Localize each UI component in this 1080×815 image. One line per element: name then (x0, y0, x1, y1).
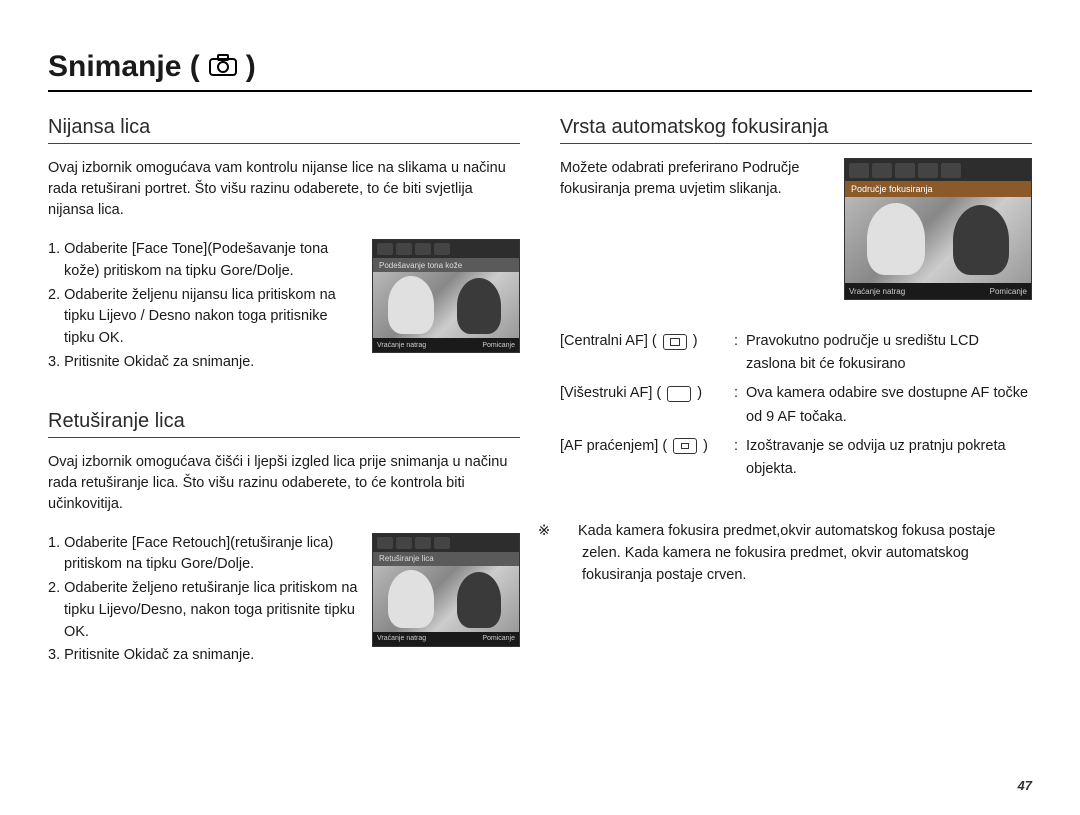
step: 1. Odaberite [Face Tone](Podešavanje ton… (48, 239, 358, 283)
thumb-label: Podešavanje tona kože (373, 258, 519, 272)
af-row-tracking: [AF praćenjem] ( ) Izoštravanje se odvij… (560, 435, 1032, 481)
thumb-label: Retuširanje lica (373, 552, 519, 566)
af-note: ※Kada kamera fokusira predmet,okvir auto… (560, 521, 1032, 586)
thumbnail-face-retouch: Retuširanje lica Vraćanje natrag Pomican… (372, 533, 520, 647)
tracking-af-icon (673, 438, 697, 454)
right-column: Vrsta automatskog fokusiranja Možete oda… (560, 116, 1032, 703)
af-label-text: [Višestruki AF] ( (560, 382, 661, 405)
thumb-move: Pomicanje (482, 635, 515, 642)
af-desc: Ova kamera odabire sve dostupne AF točke… (734, 382, 1032, 428)
left-column: Nijansa lica Ovaj izbornik omogućava vam… (48, 116, 520, 703)
section1-steps: 1. Odaberite [Face Tone](Podešavanje ton… (48, 239, 358, 376)
thumb-label: Područje fokusiranja (845, 181, 1031, 197)
multi-af-icon (667, 386, 691, 402)
center-af-icon (663, 334, 687, 350)
af-label-close: ) (693, 330, 698, 353)
af-row-central: [Centralni AF] ( ) Pravokutno područje u… (560, 330, 1032, 376)
step: 1. Odaberite [Face Retouch](retuširanje … (48, 533, 358, 577)
step: 2. Odaberite željenu nijansu lica pritis… (48, 285, 358, 350)
section-heading-retusiranje: Retuširanje lica (48, 410, 520, 438)
camera-icon (208, 53, 238, 81)
section2-steps: 1. Odaberite [Face Retouch](retuširanje … (48, 533, 358, 670)
title-text: Snimanje ( (48, 50, 200, 84)
note-mark: ※ (560, 521, 578, 543)
thumb-back: Vraćanje natrag (377, 342, 426, 349)
af-label-text: [Centralni AF] ( (560, 330, 657, 353)
af-desc: Pravokutno područje u središtu LCD zaslo… (734, 330, 1032, 376)
step: 3. Pritisnite Okidač za snimanje. (48, 352, 358, 374)
thumb-back: Vraćanje natrag (849, 287, 905, 296)
title-close: ) (246, 50, 256, 84)
af-desc: Izoštravanje se odvija uz pratnju pokret… (734, 435, 1032, 481)
page-title: Snimanje ( ) (48, 50, 1032, 92)
section1-intro: Ovaj izbornik omogućava vam kontrolu nij… (48, 158, 520, 221)
af-label-close: ) (703, 435, 708, 458)
section-heading-af: Vrsta automatskog fokusiranja (560, 116, 1032, 144)
note-text: Kada kamera fokusira predmet,okvir autom… (578, 523, 996, 583)
thumb-move: Pomicanje (482, 342, 515, 349)
af-label-close: ) (697, 382, 702, 405)
af-intro: Možete odabrati preferirano Područje fok… (560, 158, 830, 200)
af-table: [Centralni AF] ( ) Pravokutno područje u… (560, 330, 1032, 481)
page-number: 47 (1018, 778, 1032, 793)
af-row-multi: [Višestruki AF] ( ) Ova kamera odabire s… (560, 382, 1032, 428)
thumbnail-af-area: Područje fokusiranja Vraćanje natrag Pom… (844, 158, 1032, 300)
section2-intro: Ovaj izbornik omogućava čišći i ljepši i… (48, 452, 520, 515)
thumb-back: Vraćanje natrag (377, 635, 426, 642)
thumb-move: Pomicanje (990, 287, 1027, 296)
step: 3. Pritisnite Okidač za snimanje. (48, 645, 358, 667)
thumbnail-face-tone: Podešavanje tona kože Vraćanje natrag Po… (372, 239, 520, 353)
section-heading-nijansa: Nijansa lica (48, 116, 520, 144)
step: 2. Odaberite željeno retuširanje lica pr… (48, 578, 358, 643)
af-label-text: [AF praćenjem] ( (560, 435, 667, 458)
